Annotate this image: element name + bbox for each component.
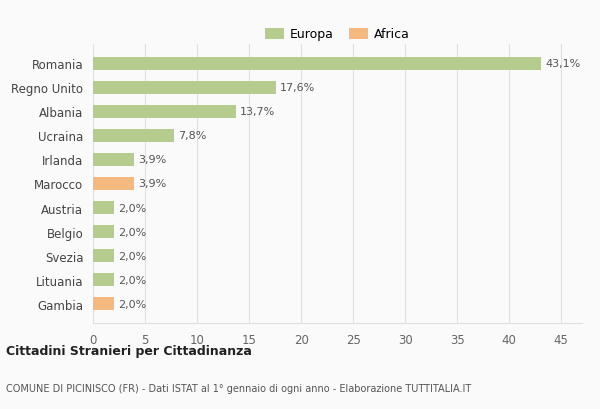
Bar: [93, 153, 134, 167]
Bar: [93, 249, 114, 263]
Bar: [93, 201, 114, 215]
Text: 2,0%: 2,0%: [118, 299, 146, 309]
Bar: [93, 225, 114, 238]
Bar: [93, 106, 236, 119]
Bar: [93, 130, 174, 143]
Text: 2,0%: 2,0%: [118, 275, 146, 285]
Bar: [93, 297, 114, 310]
Text: 3,9%: 3,9%: [138, 155, 166, 165]
Text: 43,1%: 43,1%: [545, 59, 581, 69]
Text: 17,6%: 17,6%: [280, 83, 316, 93]
Legend: Europa, Africa: Europa, Africa: [260, 23, 415, 46]
Bar: [93, 273, 114, 286]
Text: 2,0%: 2,0%: [118, 227, 146, 237]
Bar: [93, 58, 541, 71]
Text: 7,8%: 7,8%: [178, 131, 206, 141]
Text: Cittadini Stranieri per Cittadinanza: Cittadini Stranieri per Cittadinanza: [6, 344, 252, 357]
Text: 2,0%: 2,0%: [118, 203, 146, 213]
Text: COMUNE DI PICINISCO (FR) - Dati ISTAT al 1° gennaio di ogni anno - Elaborazione : COMUNE DI PICINISCO (FR) - Dati ISTAT al…: [6, 382, 471, 393]
Text: 2,0%: 2,0%: [118, 251, 146, 261]
Text: 3,9%: 3,9%: [138, 179, 166, 189]
Bar: [93, 178, 134, 191]
Text: 13,7%: 13,7%: [240, 107, 275, 117]
Bar: [93, 82, 276, 95]
